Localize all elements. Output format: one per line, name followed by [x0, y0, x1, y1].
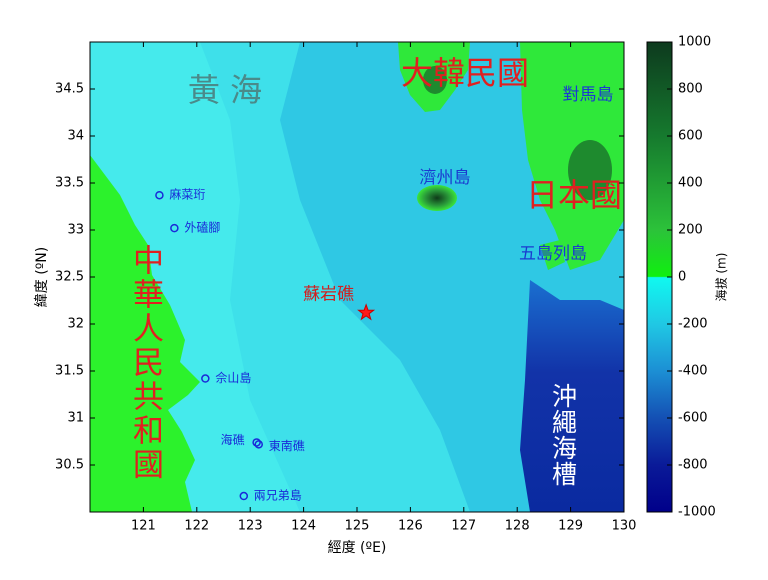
place-label: 蘇岩礁 — [303, 285, 354, 305]
colorbar-tick-label: -1000 — [678, 505, 716, 520]
y-tick-label: 34 — [67, 129, 84, 144]
y-tick-label: 33 — [67, 223, 84, 238]
x-tick-label: 123 — [238, 519, 263, 534]
place-label: 海礁 — [221, 432, 245, 447]
y-tick-label: 34.5 — [55, 82, 84, 97]
x-axis-label: 經度 (ºE) — [328, 540, 387, 556]
place-marker — [201, 374, 210, 383]
region-label: 黃 海 — [188, 71, 262, 109]
y-tick-label: 31.5 — [55, 364, 84, 379]
colorbar-tick-label: -800 — [678, 458, 708, 473]
colorbar-tick-label: 600 — [678, 129, 703, 144]
dynamic-layer: 121 122 123 124 125 126 127 128 129 130 30.5 31 31.5… — [55, 35, 716, 534]
place-label: 兩兄弟島 — [254, 488, 302, 503]
colorbar-tick-label: 1000 — [678, 35, 711, 50]
place-marker — [252, 438, 261, 447]
x-tick-label: 127 — [451, 519, 476, 534]
place-marker — [357, 303, 376, 321]
region-label: 日本國 — [526, 176, 622, 214]
x-tick-label: 122 — [184, 519, 209, 534]
y-tick-label: 33.5 — [55, 176, 84, 191]
y-tick-label: 32 — [67, 317, 84, 332]
colorbar-tick-label: -600 — [678, 411, 708, 426]
place-marker — [170, 223, 179, 233]
region-label: 沖繩海槽 — [549, 383, 578, 487]
colorbar-tick-label: 200 — [678, 223, 703, 238]
region-label: 濟州島 — [420, 168, 471, 188]
place-marker — [254, 440, 263, 449]
y-tick-label: 31 — [67, 411, 84, 426]
x-tick-label: 128 — [505, 519, 530, 534]
place-label: 東南礁 — [269, 438, 305, 453]
region-label: 中華人民共和國 — [127, 244, 164, 482]
place-marker — [155, 190, 164, 200]
map-background — [90, 42, 624, 512]
place-label: 外磕腳 — [184, 221, 220, 235]
place-label: 麻菜珩 — [169, 187, 205, 202]
colorbar-tick-label: 800 — [678, 82, 703, 97]
x-tick-label: 125 — [345, 519, 370, 534]
colorbar-tick-label: -400 — [678, 364, 708, 379]
region-label: 對馬島 — [563, 85, 614, 105]
place-label: 佘山島 — [215, 370, 251, 385]
colorbar-label: 海拔 (m) — [714, 253, 729, 302]
colorbar-tick-label: 400 — [678, 176, 703, 191]
y-axis-label: 緯度 (ºN) — [34, 247, 50, 307]
y-tick-label: 30.5 — [55, 458, 84, 473]
x-tick-label: 126 — [398, 519, 423, 534]
colorbar-tick-label: 0 — [678, 270, 686, 285]
region-label: 五島列島 — [519, 244, 587, 264]
place-marker — [239, 491, 249, 501]
colorbar-tick-label: -200 — [678, 317, 708, 332]
region-label: 大韓民國 — [401, 54, 529, 92]
y-tick-label: 32.5 — [55, 270, 84, 285]
x-tick-label: 129 — [558, 519, 583, 534]
x-tick-label: 130 — [612, 519, 637, 534]
x-tick-label: 121 — [131, 519, 156, 534]
x-tick-label: 124 — [291, 519, 316, 534]
